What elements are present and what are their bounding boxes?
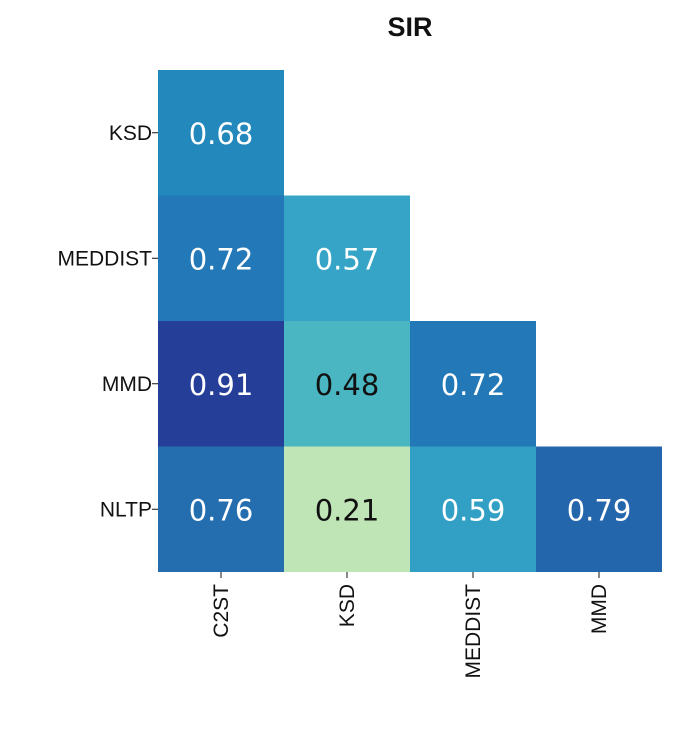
cell-value-label: 0.76 <box>189 493 254 527</box>
col-tick-label-mmd: MMD <box>588 584 611 634</box>
col-tick-label-c2st: C2ST <box>210 584 233 638</box>
cell-value-label: 0.72 <box>441 368 506 402</box>
cell-value-label: 0.79 <box>567 493 632 527</box>
row-tick-labels: KSD MEDDIST MMD NLTP <box>58 122 158 521</box>
row-tick-label-ksd: KSD <box>109 122 152 145</box>
heatmap-cell-mmd-meddist <box>410 321 536 447</box>
heatmap-cells: 0.68 0.72 0.57 0.91 0.48 0.72 0.76 0.21 0.59 0.79 <box>158 70 662 572</box>
cell-value-label: 0.72 <box>189 242 254 276</box>
heatmap-cell-mmd-ksd <box>284 321 410 447</box>
row-tick-label-meddist: MEDDIST <box>58 247 153 270</box>
heatmap-cell-nltp-meddist <box>410 446 536 572</box>
col-tick-label-ksd: KSD <box>336 584 359 627</box>
heatmap-cell-meddist-c2st <box>158 195 284 321</box>
cell-value-label: 0.57 <box>315 242 380 276</box>
col-tick-label-meddist: MEDDIST <box>462 584 485 679</box>
cell-value-label: 0.68 <box>189 117 254 151</box>
row-tick-label-nltp: NLTP <box>100 498 152 521</box>
heatmap-cell-ksd-c2st <box>158 70 284 196</box>
cell-value-label: 0.21 <box>315 493 380 527</box>
heatmap-cell-meddist-ksd <box>284 195 410 321</box>
heatmap-cell-nltp-ksd <box>284 446 410 572</box>
cell-value-label: 0.59 <box>441 493 506 527</box>
col-tick-labels: C2ST KSD MEDDIST MMD <box>210 572 611 679</box>
heatmap-cell-nltp-mmd <box>536 446 662 572</box>
cell-value-label: 0.48 <box>315 368 380 402</box>
heatmap-cell-nltp-c2st <box>158 446 284 572</box>
cell-value-label: 0.91 <box>189 368 254 402</box>
row-tick-label-mmd: MMD <box>102 373 152 396</box>
chart-title: SIR <box>387 12 432 42</box>
heatmap-cell-mmd-c2st <box>158 321 284 447</box>
